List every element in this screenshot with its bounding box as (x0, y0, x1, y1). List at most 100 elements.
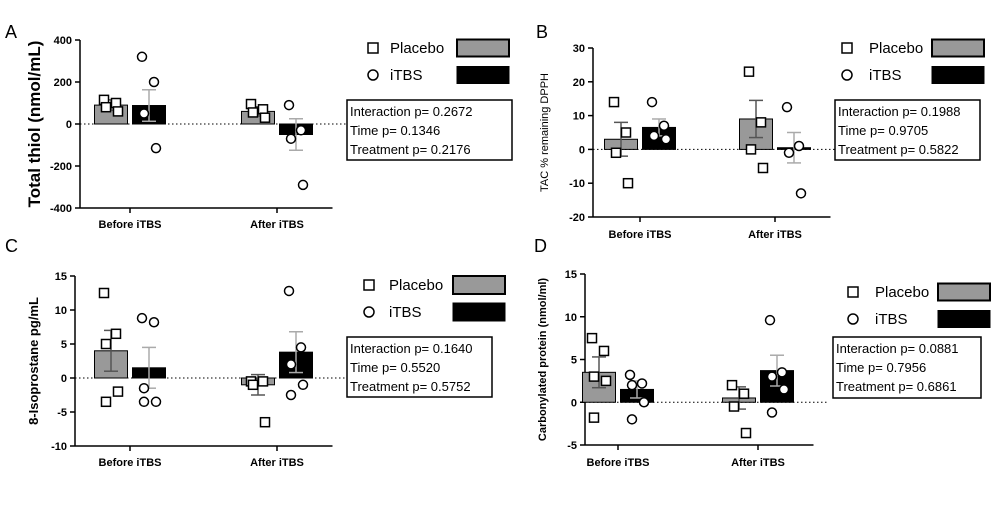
legend: Placebo iTBS (847, 282, 991, 328)
itbs-data-point (148, 316, 160, 328)
itbs-data-point (295, 342, 307, 353)
stats-box: Interaction p= 0.2672 Time p= 0.1346 Treat… (346, 99, 513, 161)
y-tick-label: 0 (571, 397, 577, 409)
legend-square-icon (841, 42, 853, 54)
category-label: After iTBS (250, 219, 304, 231)
category-label: Before iTBS (609, 229, 672, 241)
itbs-data-point (150, 396, 162, 408)
itbs-data-point (636, 378, 648, 389)
y-tick-label: 400 (54, 35, 72, 47)
itbs-data-point (138, 396, 150, 408)
placebo-data-point (259, 112, 271, 123)
placebo-data-point (622, 177, 634, 189)
legend-square-icon (847, 286, 859, 298)
placebo-data-point (100, 396, 112, 408)
placebo-data-point (98, 287, 110, 299)
y-tick-label: 10 (565, 312, 577, 324)
placebo-data-point (728, 401, 740, 412)
itbs-data-point (793, 140, 805, 152)
panel-c: C -10 -5 0 5 10 15 8-Isoprostane pg/mL Before iT… (5, 236, 506, 469)
itbs-data-point (658, 120, 670, 131)
itbs-data-point (297, 379, 309, 391)
category-label: Before iTBS (587, 457, 650, 469)
y-axis-title: TAC % remaining DPPH (539, 73, 551, 192)
y-tick-label: 15 (55, 271, 67, 283)
placebo-data-point (738, 388, 750, 399)
legend: Placebo iTBS (367, 38, 510, 84)
panel-letter: B (536, 22, 548, 42)
placebo-data-point (755, 117, 767, 128)
panel-d: D -5 0 5 10 15 Carbonylated protein (nmol/ml) B… (534, 236, 991, 469)
panel-letter: A (5, 22, 17, 42)
itbs-data-point (624, 369, 636, 381)
placebo-data-point (112, 386, 124, 397)
placebo-data-point (247, 107, 259, 118)
legend-swatch-placebo (456, 38, 510, 58)
itbs-data-point (285, 389, 297, 401)
itbs-data-point (648, 130, 660, 142)
itbs-data-point (781, 101, 793, 113)
itbs-data-point (136, 312, 148, 324)
itbs-data-point (646, 96, 658, 108)
legend-circle-icon (847, 313, 859, 325)
y-tick-label: 10 (573, 111, 585, 123)
itbs-data-point (626, 414, 638, 425)
placebo-data-point (257, 376, 269, 387)
legend-swatch-itbs (931, 66, 985, 84)
category-label: After iTBS (748, 229, 802, 241)
itbs-data-point (766, 371, 778, 382)
y-tick-label: -200 (50, 161, 72, 173)
itbs-data-point (283, 285, 295, 297)
y-tick-label: 0 (579, 144, 585, 156)
category-label: After iTBS (731, 457, 785, 469)
stats-box: Interaction p= 0.0881 Time p= 0.7956 Treat… (832, 336, 982, 399)
itbs-data-point (766, 407, 778, 418)
stat-interaction: Interaction p= 0.2672 (350, 104, 473, 119)
stat-time: Time p= 0.1346 (350, 123, 440, 138)
stat-interaction: Interaction p= 0.1988 (838, 104, 961, 119)
itbs-data-point (138, 382, 150, 394)
stat-treatment: Treatment p= 0.5822 (838, 142, 959, 157)
itbs-data-point (764, 314, 776, 326)
stats-box: Interaction p= 0.1988 Time p= 0.9705 Treat… (834, 99, 981, 161)
itbs-data-point (778, 384, 790, 395)
placebo-data-point (110, 328, 122, 340)
stat-time: Time p= 0.7956 (836, 360, 926, 375)
placebo-data-point (620, 127, 632, 138)
legend-label-placebo: Placebo (875, 284, 929, 301)
placebo-data-point (100, 338, 112, 350)
y-tick-label: 0 (66, 119, 72, 131)
panel-a: A -400 -200 0 200 400 Total thiol (nmol/mL) Bef… (5, 22, 513, 231)
panel-letter: C (5, 236, 18, 256)
legend-square-icon (367, 42, 379, 54)
itbs-data-point (148, 76, 160, 88)
itbs-data-point (783, 147, 795, 159)
placebo-data-point (112, 106, 124, 117)
stat-treatment: Treatment p= 0.6861 (836, 379, 957, 394)
y-tick-label: -10 (51, 441, 67, 453)
category-label: Before iTBS (99, 457, 162, 469)
itbs-data-point (660, 134, 672, 145)
legend: Placebo iTBS (841, 38, 985, 84)
itbs-data-point (795, 188, 807, 199)
placebo-data-point (588, 412, 600, 423)
stat-time: Time p= 0.9705 (838, 123, 928, 138)
legend-swatch-placebo (937, 282, 991, 302)
placebo-data-point (586, 332, 598, 344)
itbs-data-point (138, 108, 150, 119)
legend-swatch-placebo (452, 275, 506, 295)
y-tick-label: -5 (567, 440, 577, 452)
legend-swatch-itbs (937, 310, 991, 328)
y-axis-title: 8-Isoprostane pg/mL (26, 297, 41, 425)
category-label: After iTBS (250, 457, 304, 469)
itbs-data-point (776, 367, 788, 378)
placebo-data-point (726, 379, 738, 391)
legend-circle-icon (363, 306, 375, 318)
placebo-data-point (610, 147, 622, 159)
legend-circle-icon (841, 69, 853, 81)
y-axis-title: Total thiol (nmol/mL) (25, 41, 44, 208)
stat-interaction: Interaction p= 0.0881 (836, 341, 959, 356)
panel-b: B -20 -10 0 10 20 30 TAC % remaining DPPH Before… (536, 22, 985, 241)
placebo-data-point (745, 144, 757, 155)
placebo-data-point (598, 345, 610, 357)
